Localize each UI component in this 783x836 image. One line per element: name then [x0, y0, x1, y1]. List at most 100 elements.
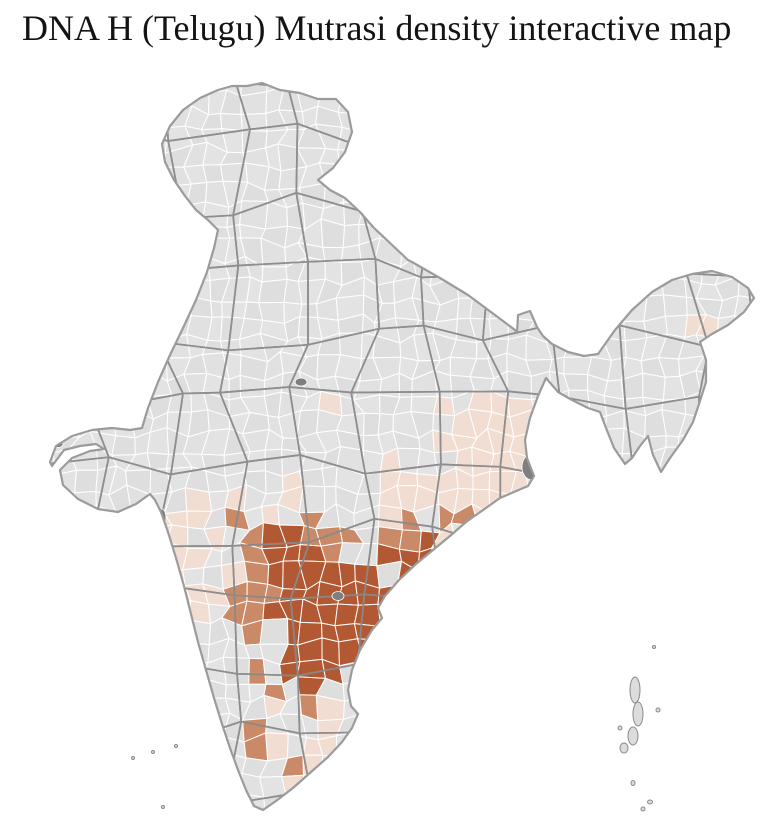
district-cell[interactable] — [265, 732, 289, 762]
district-cell[interactable] — [185, 201, 207, 227]
district-cell[interactable] — [71, 505, 97, 534]
district-cell[interactable] — [396, 471, 419, 487]
island-district[interactable] — [174, 744, 178, 748]
island-district[interactable] — [629, 676, 641, 704]
island-district[interactable] — [627, 726, 639, 746]
island-district[interactable] — [161, 805, 165, 809]
island-district[interactable] — [617, 725, 623, 731]
district-cell[interactable] — [74, 469, 99, 494]
district-cell[interactable] — [507, 295, 535, 322]
district-cell[interactable] — [363, 412, 381, 437]
island-district[interactable] — [640, 806, 646, 812]
district-cell[interactable] — [506, 370, 532, 401]
district-cell[interactable] — [220, 113, 243, 131]
district-cell[interactable] — [297, 72, 323, 94]
state-border-segment — [746, 269, 754, 353]
district-cell[interactable] — [342, 223, 360, 249]
island-district[interactable] — [632, 701, 644, 727]
state-border-segment — [559, 788, 634, 810]
district-cell[interactable] — [545, 317, 570, 343]
district-cell[interactable] — [488, 295, 512, 320]
district-cell[interactable] — [378, 504, 403, 531]
island-district[interactable] — [151, 750, 155, 754]
district-cell[interactable] — [337, 147, 363, 173]
state-border-segment — [418, 785, 512, 810]
district-cell[interactable] — [113, 408, 136, 439]
district-cell[interactable] — [55, 469, 77, 494]
district-cell[interactable] — [146, 452, 170, 471]
metro-district[interactable] — [294, 377, 308, 387]
island-district[interactable] — [619, 742, 629, 754]
metro-district[interactable] — [521, 453, 543, 481]
district-cell[interactable] — [166, 295, 192, 318]
district-cell[interactable] — [210, 300, 223, 318]
district-cell[interactable] — [243, 560, 270, 585]
district-cell[interactable] — [716, 315, 743, 339]
state-border-segment — [692, 543, 754, 603]
district-cell[interactable] — [341, 182, 365, 205]
district-cell[interactable] — [228, 374, 242, 401]
state-border-segment — [97, 215, 184, 276]
district-cell[interactable] — [410, 396, 438, 415]
district-cell[interactable] — [321, 465, 338, 488]
district-cell[interactable] — [318, 162, 343, 184]
district-cell[interactable] — [54, 409, 80, 438]
metro-district[interactable] — [331, 591, 345, 601]
district-cell[interactable] — [660, 277, 687, 298]
district-cell[interactable] — [532, 299, 547, 322]
district-cell[interactable] — [185, 642, 210, 664]
state-border-segment — [564, 606, 625, 680]
island-district[interactable] — [652, 645, 656, 649]
district-cell[interactable] — [187, 619, 211, 646]
district-cell[interactable] — [548, 389, 570, 417]
island-district[interactable] — [630, 780, 636, 786]
state-border-segment — [623, 802, 698, 810]
district-cell[interactable] — [258, 278, 288, 304]
state-border-segment — [156, 801, 235, 810]
district-cell[interactable] — [642, 372, 666, 401]
district-cell[interactable] — [182, 567, 205, 587]
state-border-segment — [573, 480, 637, 550]
district-cell[interactable] — [184, 256, 211, 281]
district-cell[interactable] — [450, 522, 479, 551]
district-cell[interactable] — [663, 294, 688, 317]
island-district[interactable] — [647, 799, 653, 805]
district-cell[interactable] — [455, 276, 474, 299]
district-cell[interactable] — [202, 164, 224, 183]
district-cell[interactable] — [530, 370, 553, 401]
district-cell[interactable] — [146, 427, 170, 455]
district-cell[interactable] — [734, 315, 762, 339]
district-cell[interactable] — [261, 503, 280, 526]
state-border-segment — [309, 790, 373, 810]
island-district[interactable] — [131, 756, 135, 760]
district-cells — [52, 70, 762, 810]
district-cell[interactable] — [111, 435, 136, 456]
district-cell[interactable] — [431, 547, 459, 571]
district-cell[interactable] — [184, 487, 213, 512]
district-cell[interactable] — [700, 390, 724, 418]
state-border-segment — [89, 545, 161, 591]
district-cell[interactable] — [563, 356, 593, 375]
district-cell[interactable] — [665, 435, 680, 448]
state-border-segment — [614, 600, 708, 678]
state-border-segment — [89, 583, 182, 681]
district-cell[interactable] — [281, 70, 305, 94]
district-cell[interactable] — [163, 183, 192, 207]
state-border-segment — [686, 801, 754, 810]
state-border-segment — [698, 395, 754, 475]
district-cell[interactable] — [145, 524, 173, 547]
island-district[interactable] — [655, 707, 661, 713]
district-cell[interactable] — [602, 298, 627, 322]
district-cell[interactable] — [298, 485, 326, 514]
state-border-segment — [223, 790, 317, 810]
district-cell[interactable] — [167, 393, 193, 413]
district-cell[interactable] — [433, 396, 455, 417]
district-cell[interactable] — [376, 560, 402, 589]
district-cell[interactable] — [398, 529, 422, 553]
state-border-segment — [50, 123, 102, 218]
district-cell[interactable] — [469, 376, 495, 392]
district-cell[interactable] — [259, 618, 289, 645]
state-border-segment — [497, 83, 560, 139]
